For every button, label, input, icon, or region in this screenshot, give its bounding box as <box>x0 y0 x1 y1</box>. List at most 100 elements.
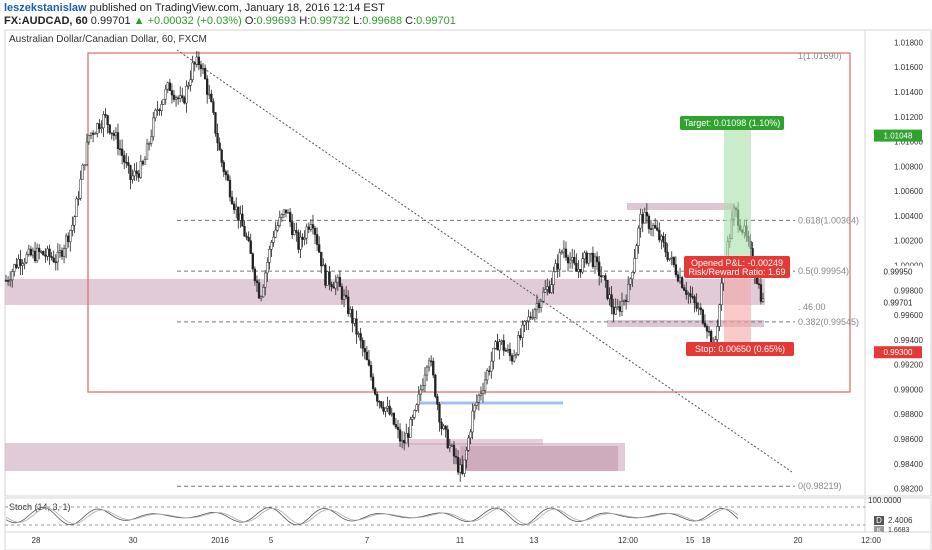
candle-body <box>31 250 35 256</box>
candle-body <box>266 262 269 274</box>
y-tick-label: 0.98800 <box>894 410 923 419</box>
candle-body <box>705 326 709 332</box>
time-axis[interactable] <box>4 531 932 550</box>
candle-body <box>374 388 377 395</box>
candle-body <box>465 449 468 461</box>
candle-body <box>191 62 194 80</box>
candle-body <box>131 175 134 180</box>
author-link[interactable]: leszekstanislaw <box>4 2 87 14</box>
candle-body <box>641 214 644 224</box>
candle-body <box>612 306 615 315</box>
y-tick-label: 1.01600 <box>894 63 923 72</box>
candle-body <box>670 256 673 259</box>
candle-body <box>203 67 207 80</box>
candle-body <box>164 88 167 100</box>
candle-body <box>226 174 230 181</box>
candle-body <box>523 321 526 326</box>
oscillator-layer: Stoch (14, 3, 1) 100.0000 D 2.4006 K 1.6683 <box>5 496 913 534</box>
candle-body <box>106 115 109 126</box>
candle-body <box>172 94 176 100</box>
candle-body <box>396 426 400 430</box>
candle-body <box>64 235 68 249</box>
candle-body <box>328 271 331 285</box>
candle-body <box>654 225 657 229</box>
candle-body <box>280 213 283 218</box>
candle-body <box>23 261 26 265</box>
candle-body <box>697 307 700 310</box>
candle-body <box>243 226 246 237</box>
candle-body <box>434 374 437 397</box>
candle-body <box>502 340 505 351</box>
candle-body <box>622 299 626 302</box>
oscillator-pane[interactable] <box>4 497 866 533</box>
candle-body <box>340 286 344 300</box>
current-price-badge-box <box>874 265 922 278</box>
candle-body <box>116 132 120 149</box>
candle-body <box>537 303 541 308</box>
x-tick-label: 12:00 <box>618 536 639 545</box>
candle-body <box>380 401 383 408</box>
candle-body <box>77 198 80 200</box>
candle-body <box>382 406 385 412</box>
candle-body <box>664 241 667 253</box>
symbol-label[interactable]: FX:AUDCAD, 60 <box>4 15 88 27</box>
candle-body <box>432 360 435 376</box>
candle-body <box>409 419 412 438</box>
candle-body <box>525 320 528 323</box>
published-text: published on TradingView.com, January 18… <box>89 2 385 14</box>
y-tick-label: 1.01000 <box>894 138 923 147</box>
candle-body <box>268 249 271 263</box>
candle-body <box>235 206 238 210</box>
candle-body <box>689 293 692 297</box>
candle-body <box>583 252 586 259</box>
target-zone <box>724 130 751 271</box>
candle-body <box>483 379 487 391</box>
candle-body <box>137 173 140 178</box>
candle-body <box>606 280 609 299</box>
candle-body <box>425 366 429 376</box>
candle-body <box>608 294 611 299</box>
candle-body <box>347 296 350 314</box>
target-label-box <box>680 116 784 130</box>
candle-body <box>334 281 337 289</box>
close-label: C: <box>405 15 417 27</box>
candle-body <box>38 247 41 252</box>
candle-body <box>430 360 433 363</box>
price-axis[interactable] <box>864 29 932 497</box>
candle-body <box>398 429 402 442</box>
candle-body <box>104 114 107 116</box>
candle-body <box>156 109 159 112</box>
candle-body <box>394 424 398 428</box>
low-value: 0.99688 <box>362 15 403 27</box>
position-tool-layer[interactable]: Target: 0.01098 (1.10%) Stop: 0.00650 (0.… <box>680 116 794 356</box>
candle-body <box>454 455 458 458</box>
candle-body <box>531 317 534 319</box>
candle-body <box>79 178 82 199</box>
y-tick-label: 0.98200 <box>894 485 923 494</box>
candle-body <box>500 340 503 343</box>
candle-body <box>332 286 335 289</box>
candle-body <box>299 236 302 250</box>
candle-body <box>595 256 599 263</box>
y-tick-label: 1.00600 <box>894 187 923 196</box>
candle-body <box>427 360 431 368</box>
candle-body <box>351 309 354 324</box>
candle-body <box>75 198 78 218</box>
candle-body <box>245 235 248 238</box>
candle-body <box>309 224 313 230</box>
candle-body <box>222 162 225 172</box>
candle-body <box>274 229 277 238</box>
fib-partial-label: . 46.00 <box>798 302 826 312</box>
candle-body <box>645 211 649 217</box>
candle-body <box>251 253 254 270</box>
candle-body <box>62 248 66 257</box>
candle-body <box>4 280 8 282</box>
candle-body <box>656 227 659 231</box>
candle-body <box>324 264 327 286</box>
candle-body <box>15 264 18 268</box>
candle-body <box>519 335 522 338</box>
symbol-quote-line: FX:AUDCAD, 60 0.99701 ▲ +0.00032 (+0.03%… <box>4 15 456 27</box>
candle-body <box>467 437 470 451</box>
candle-body <box>558 252 561 270</box>
